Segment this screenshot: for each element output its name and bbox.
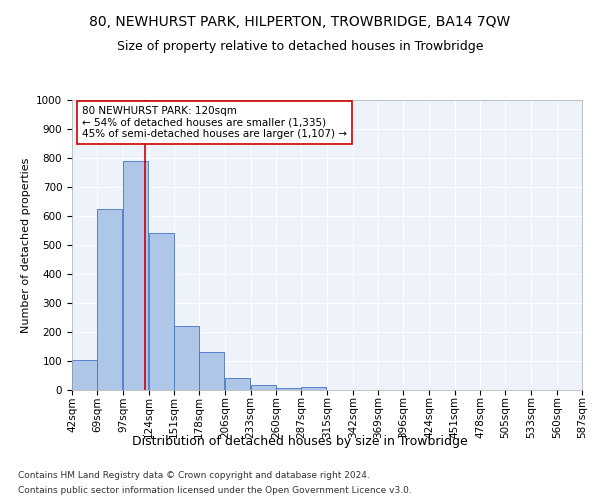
Bar — [174, 326, 199, 390]
Text: Contains public sector information licensed under the Open Government Licence v3: Contains public sector information licen… — [18, 486, 412, 495]
Bar — [251, 386, 275, 390]
Bar — [301, 387, 326, 390]
Y-axis label: Number of detached properties: Number of detached properties — [20, 158, 31, 332]
Text: Contains HM Land Registry data © Crown copyright and database right 2024.: Contains HM Land Registry data © Crown c… — [18, 471, 370, 480]
Bar — [124, 161, 148, 390]
Bar — [226, 378, 250, 390]
Text: Distribution of detached houses by size in Trowbridge: Distribution of detached houses by size … — [132, 435, 468, 448]
Bar — [276, 388, 301, 390]
Bar — [72, 360, 97, 390]
Bar — [199, 352, 224, 390]
Text: 80 NEWHURST PARK: 120sqm
← 54% of detached houses are smaller (1,335)
45% of sem: 80 NEWHURST PARK: 120sqm ← 54% of detach… — [82, 106, 347, 139]
Bar — [149, 233, 173, 390]
Bar — [97, 209, 122, 390]
Text: Size of property relative to detached houses in Trowbridge: Size of property relative to detached ho… — [117, 40, 483, 53]
Text: 80, NEWHURST PARK, HILPERTON, TROWBRIDGE, BA14 7QW: 80, NEWHURST PARK, HILPERTON, TROWBRIDGE… — [89, 15, 511, 29]
